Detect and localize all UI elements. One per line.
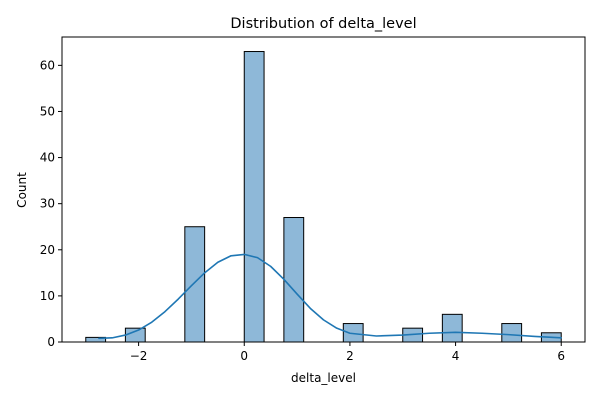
kde-layer	[98, 253, 563, 340]
y-tick-label: 60	[40, 58, 55, 72]
x-axis: −2 0 2 4 6	[130, 342, 565, 363]
y-axis: 0 10 20 30 40 50 60	[40, 58, 62, 349]
histogram-bar	[243, 51, 265, 343]
x-tick-label: 4	[452, 349, 460, 363]
x-axis-label: delta_level	[291, 371, 356, 385]
plot-frame	[61, 36, 586, 343]
bars-layer	[85, 51, 562, 343]
histogram-bar	[283, 217, 305, 343]
histogram-bar	[441, 313, 463, 343]
y-tick-label: 20	[40, 243, 55, 257]
x-tick-label: 0	[240, 349, 248, 363]
histogram-bar	[501, 323, 523, 343]
y-tick-label: 40	[40, 151, 55, 165]
y-tick-label: 30	[40, 197, 55, 211]
kde-line	[98, 253, 563, 340]
y-axis-label: Count	[15, 172, 29, 208]
y-tick-label: 0	[47, 335, 55, 349]
histogram-bar	[184, 226, 206, 343]
x-tick-label: 6	[557, 349, 565, 363]
y-tick-label: 50	[40, 104, 55, 118]
x-tick-label: −2	[130, 349, 148, 363]
histogram-bar	[124, 327, 146, 343]
x-tick-label: 2	[346, 349, 354, 363]
histogram-bar	[342, 323, 364, 343]
chart-title: Distribution of delta_level	[230, 16, 416, 32]
y-tick-label: 10	[40, 289, 55, 303]
